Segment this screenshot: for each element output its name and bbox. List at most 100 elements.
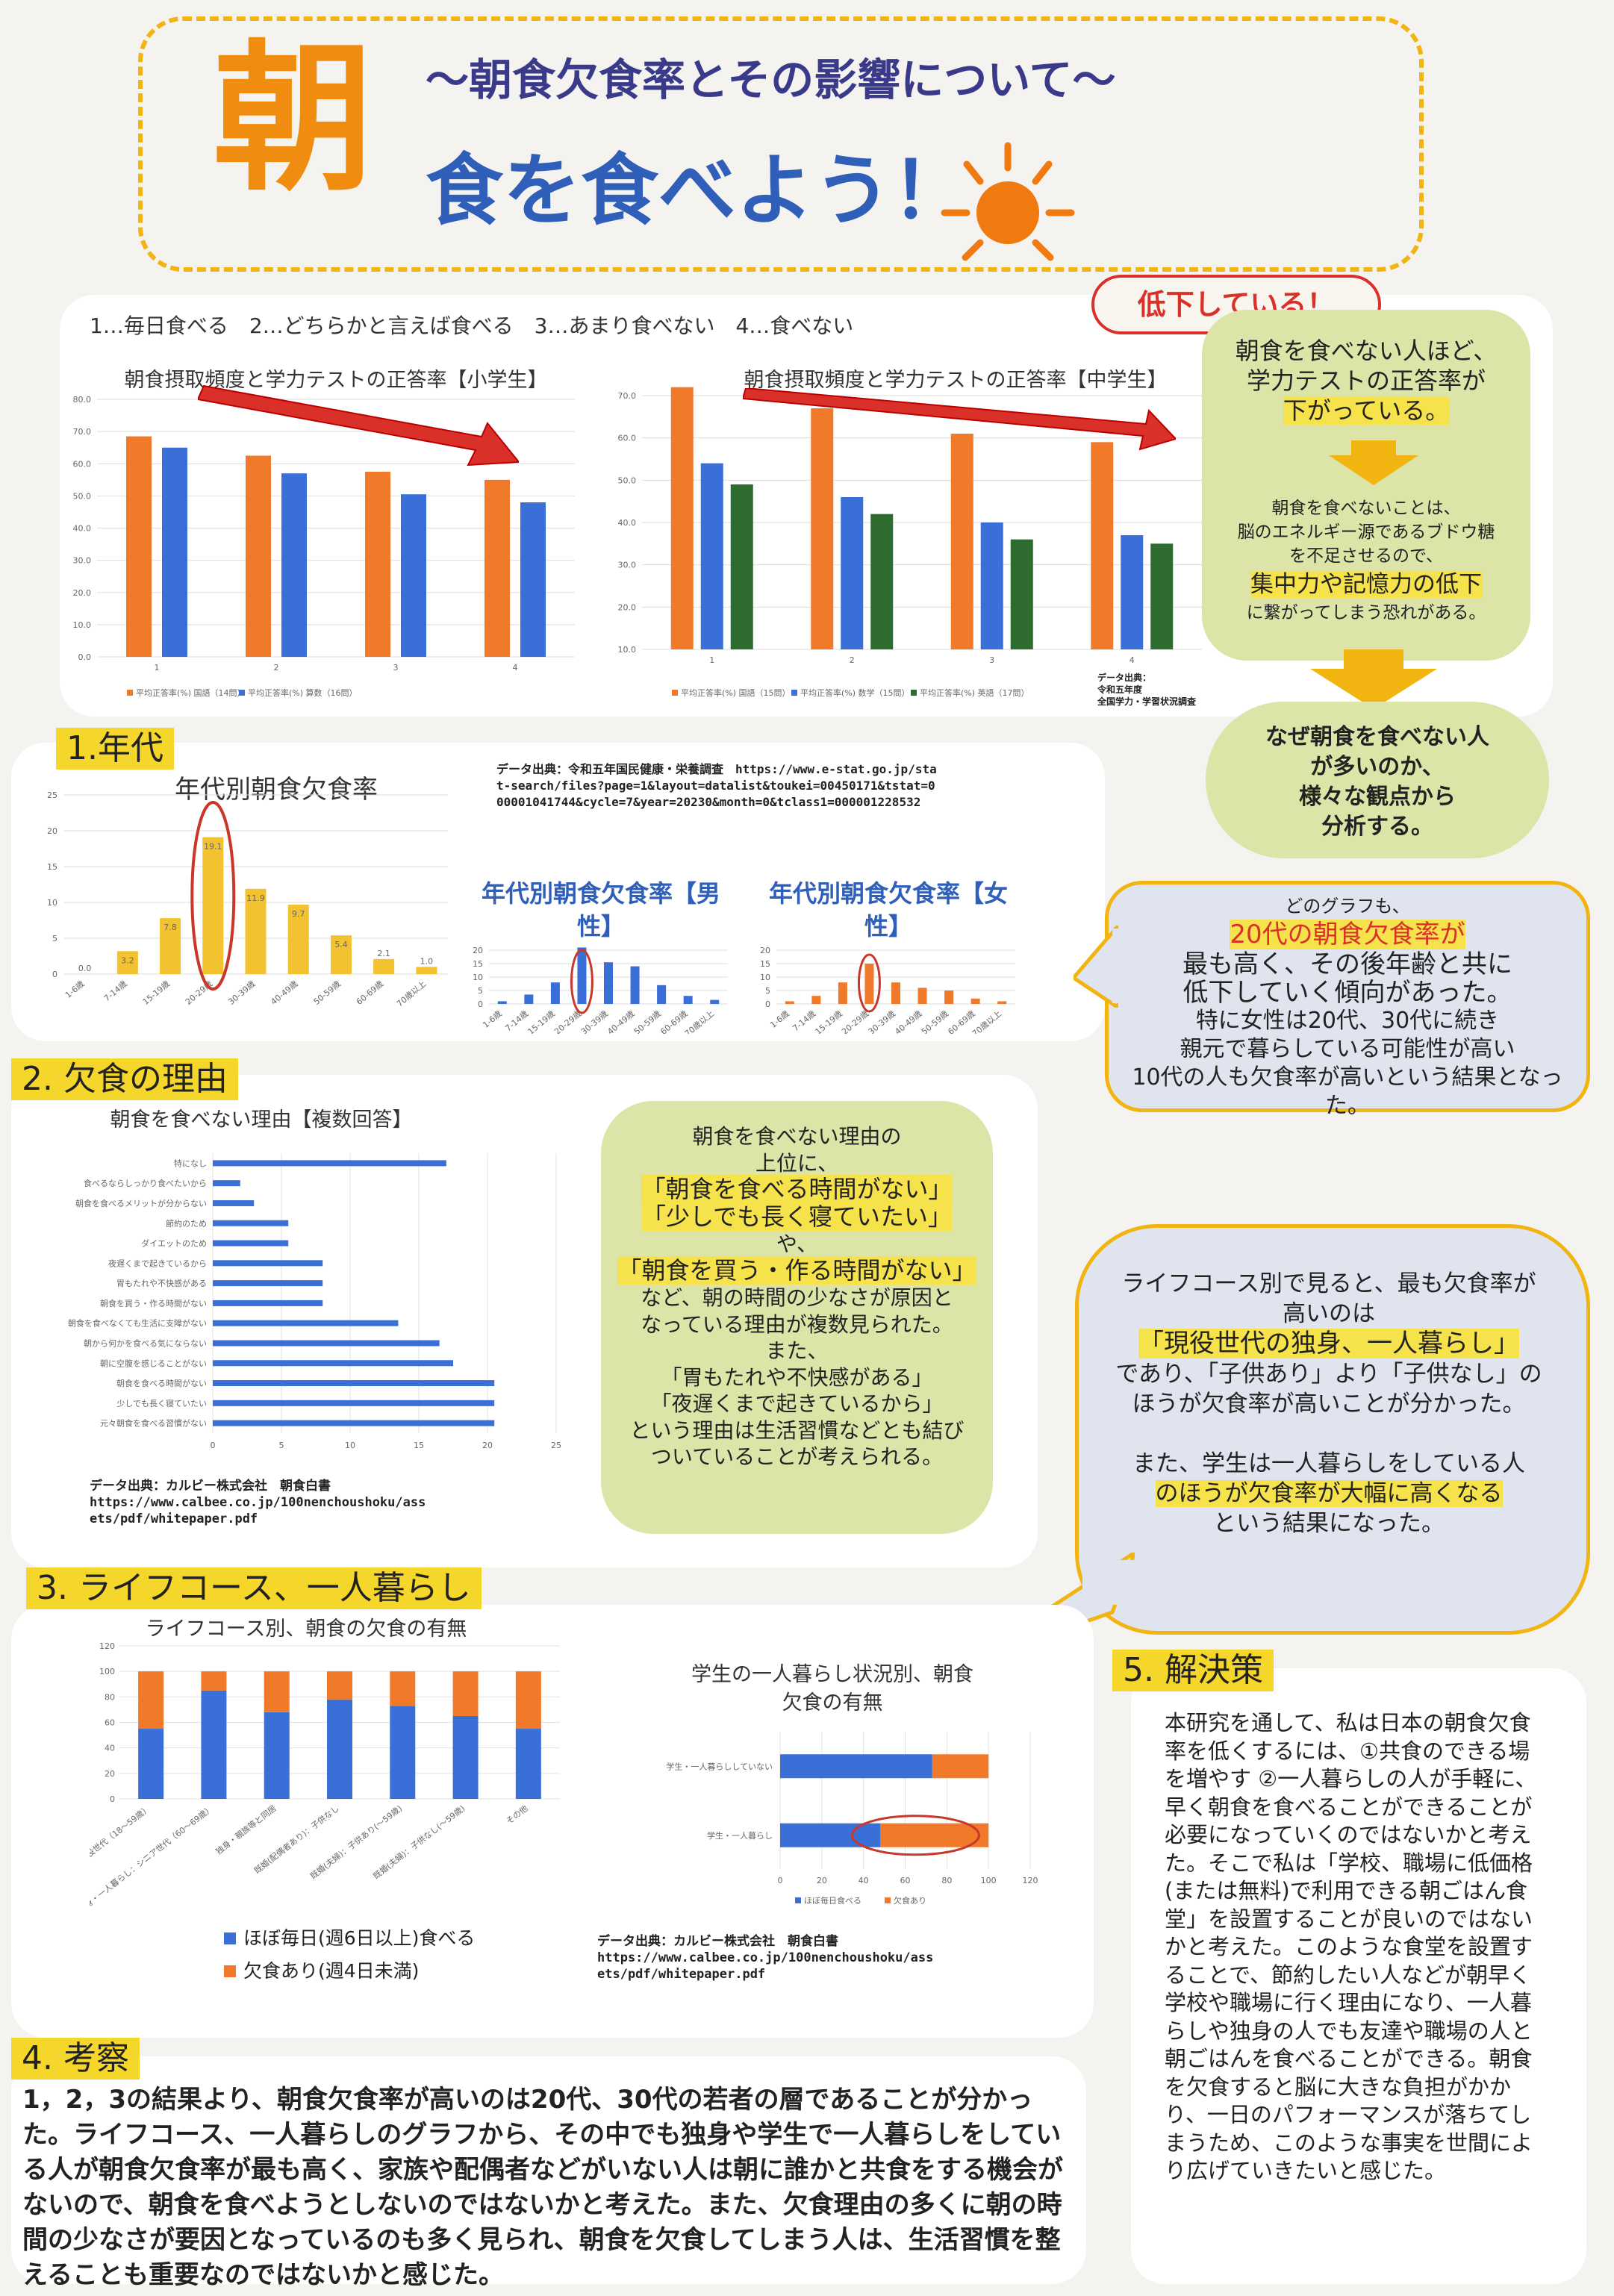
- bar: [213, 1220, 289, 1226]
- y-tick-label: 夜遅くまで起きているから: [108, 1258, 207, 1268]
- sun-icon: [941, 142, 1075, 261]
- down-arrow-icon: [1329, 440, 1418, 485]
- bar: [213, 1160, 446, 1167]
- bar: [327, 1671, 352, 1700]
- bar: [785, 1001, 794, 1004]
- analysis-bubble: [1206, 702, 1549, 858]
- academic-source: データ出典： 令和五年度 全国学力・学習状況調査: [1097, 672, 1196, 708]
- y-tick-label: 少しでも長く寝ていたい: [116, 1398, 207, 1409]
- decrease-arrow-elementary: [198, 384, 519, 467]
- bubble-line: 学力テストの正答率が: [1246, 366, 1486, 395]
- y-tick-label: 学生・一人暮らし: [707, 1830, 773, 1841]
- bar: [944, 991, 954, 1004]
- bubble-line: なぜ朝食を食べない人: [1265, 724, 1489, 750]
- bar: [213, 1360, 453, 1367]
- y-tick-label: 20: [760, 946, 770, 955]
- bar: [515, 1729, 541, 1799]
- note-line: 特に女性は20代、30代に続き: [1195, 1008, 1500, 1034]
- note-line: 親元で暮らしている可能性が高い: [1180, 1036, 1515, 1062]
- bubble-line: など、朝の時間の少なさが原因と: [641, 1285, 953, 1310]
- y-tick-label: 120: [99, 1641, 115, 1651]
- y-tick-label: 100: [99, 1667, 115, 1676]
- x-tick-label: 70歳以上: [970, 1008, 1003, 1034]
- y-tick-label: 5: [52, 934, 57, 943]
- data-label: 7.8: [163, 923, 177, 932]
- y-tick-label: 80.0: [73, 395, 92, 405]
- bar: [390, 1671, 416, 1706]
- highlight-ellipse: [190, 801, 236, 991]
- y-tick-label: 50.0: [618, 475, 637, 485]
- bubble-line: 脳のエネルギー源であるブドウ糖: [1237, 522, 1495, 542]
- highlight-ellipse: [570, 949, 593, 1014]
- bar: [327, 1699, 352, 1799]
- x-tick-label: 独身・親族等と同居: [214, 1803, 278, 1856]
- bubble-line: 朝食を食べないことは、: [1271, 499, 1461, 518]
- source-line: 全国学力・学習状況調査: [1097, 696, 1197, 707]
- y-tick-label: 10.0: [618, 645, 637, 655]
- bubble-line: 「夜遅くまで起きているから」: [650, 1391, 944, 1416]
- bar: [245, 888, 267, 974]
- x-tick-label: 50-59歳: [312, 979, 343, 1007]
- bar: [1091, 442, 1114, 649]
- brain-explanation: 朝食を食べないことは、 脳のエネルギー源であるブドウ糖 を不足させるので、 集中…: [1213, 496, 1519, 625]
- legend-swatch: [239, 690, 245, 696]
- bar: [520, 502, 546, 657]
- chart-lifecourse: 020406080100120独身・一人暮らし：現役世代（18〜59歳）独身・一…: [90, 1641, 560, 1915]
- bar: [700, 463, 723, 649]
- bar: [780, 1754, 932, 1779]
- x-tick-label: 0: [211, 1441, 216, 1450]
- x-tick-label: 40-49歳: [605, 1008, 636, 1034]
- y-tick-label: 朝から何かを食べる気にならない: [84, 1338, 207, 1348]
- y-tick-label: 30.0: [73, 556, 92, 566]
- section-4-label: 4. 考察: [11, 2038, 140, 2080]
- x-tick-label: 20: [482, 1441, 493, 1450]
- legend-label: 平均正答率(%) 国語（15問）: [681, 687, 791, 698]
- title-subtitle: 〜朝食欠食率とその影響について〜: [426, 54, 1116, 105]
- y-tick-label: 25: [47, 790, 57, 800]
- bar: [416, 967, 437, 974]
- solution-card: [1131, 1668, 1586, 2284]
- y-tick-label: 0: [478, 999, 483, 1009]
- highlight-ellipse: [857, 953, 881, 1013]
- chart-elementary: 0.0 10.0 20.0 30.0 40.0 50.0 60.0 70.0 80.0 1 2 3 4 平…: [73, 395, 575, 698]
- bar: [213, 1180, 240, 1187]
- bar: [287, 904, 309, 974]
- y-tick-label: 朝食を食べるメリットが分からない: [75, 1198, 207, 1208]
- data-label: 5.4: [334, 940, 348, 949]
- y-tick-label: 60: [105, 1718, 115, 1728]
- bar: [116, 951, 138, 974]
- x-tick-label: 15-19歳: [141, 979, 172, 1007]
- y-tick-label: 0: [52, 970, 57, 979]
- chart-students: 0 20 40 60 80 100 120 学生・一人暮らししていない学生・一人暮らしほぼ毎日…: [666, 1732, 1038, 1906]
- y-tick-label: 60.0: [73, 459, 92, 469]
- reasons-bubble-text: 朝食を食べない理由の 上位に、 「朝食を食べる時間がない」 「少しでも長く寝てい…: [608, 1123, 985, 1470]
- bubble-line: 「胃もたれや不快感がある」: [661, 1364, 933, 1390]
- source-line: ets/pdf/whitepaper.pdf: [597, 1967, 766, 1982]
- chart-title-female-text: 年代別朝食欠食率【女性】: [768, 879, 1008, 940]
- bar: [730, 484, 753, 649]
- y-tick-label: 10: [760, 973, 770, 982]
- bar: [201, 1671, 227, 1691]
- bar: [577, 947, 587, 1004]
- y-tick-label: 朝に空腹を感じることがない: [100, 1358, 207, 1368]
- x-tick-label: 1-6歳: [768, 1008, 791, 1030]
- bar: [932, 1754, 989, 1779]
- x-tick-label: 80: [941, 1876, 952, 1885]
- chart-title-age: 年代別朝食欠食率: [175, 775, 378, 805]
- bar: [917, 988, 927, 1004]
- frequency-legend: 1…毎日食べる 2…どちらかと言えば食べる 3…あまり食べない 4…食べない: [90, 313, 854, 338]
- bar: [213, 1280, 323, 1287]
- bar: [604, 962, 613, 1004]
- y-tick-label: 20: [105, 1769, 115, 1779]
- data-label: 11.9: [246, 893, 265, 903]
- source-line: データ出典：カルビー株式会社 朝食白書: [597, 1934, 838, 1949]
- legend-label: 平均正答率(%) 数学（15問）: [800, 687, 910, 698]
- bar: [864, 964, 874, 1004]
- bubble-line: 上位に、: [755, 1150, 839, 1176]
- bar: [452, 1715, 479, 1799]
- note-line: [1082, 1419, 1575, 1449]
- title-big-char: 朝: [213, 25, 373, 213]
- y-tick-label: 0.0: [78, 652, 92, 662]
